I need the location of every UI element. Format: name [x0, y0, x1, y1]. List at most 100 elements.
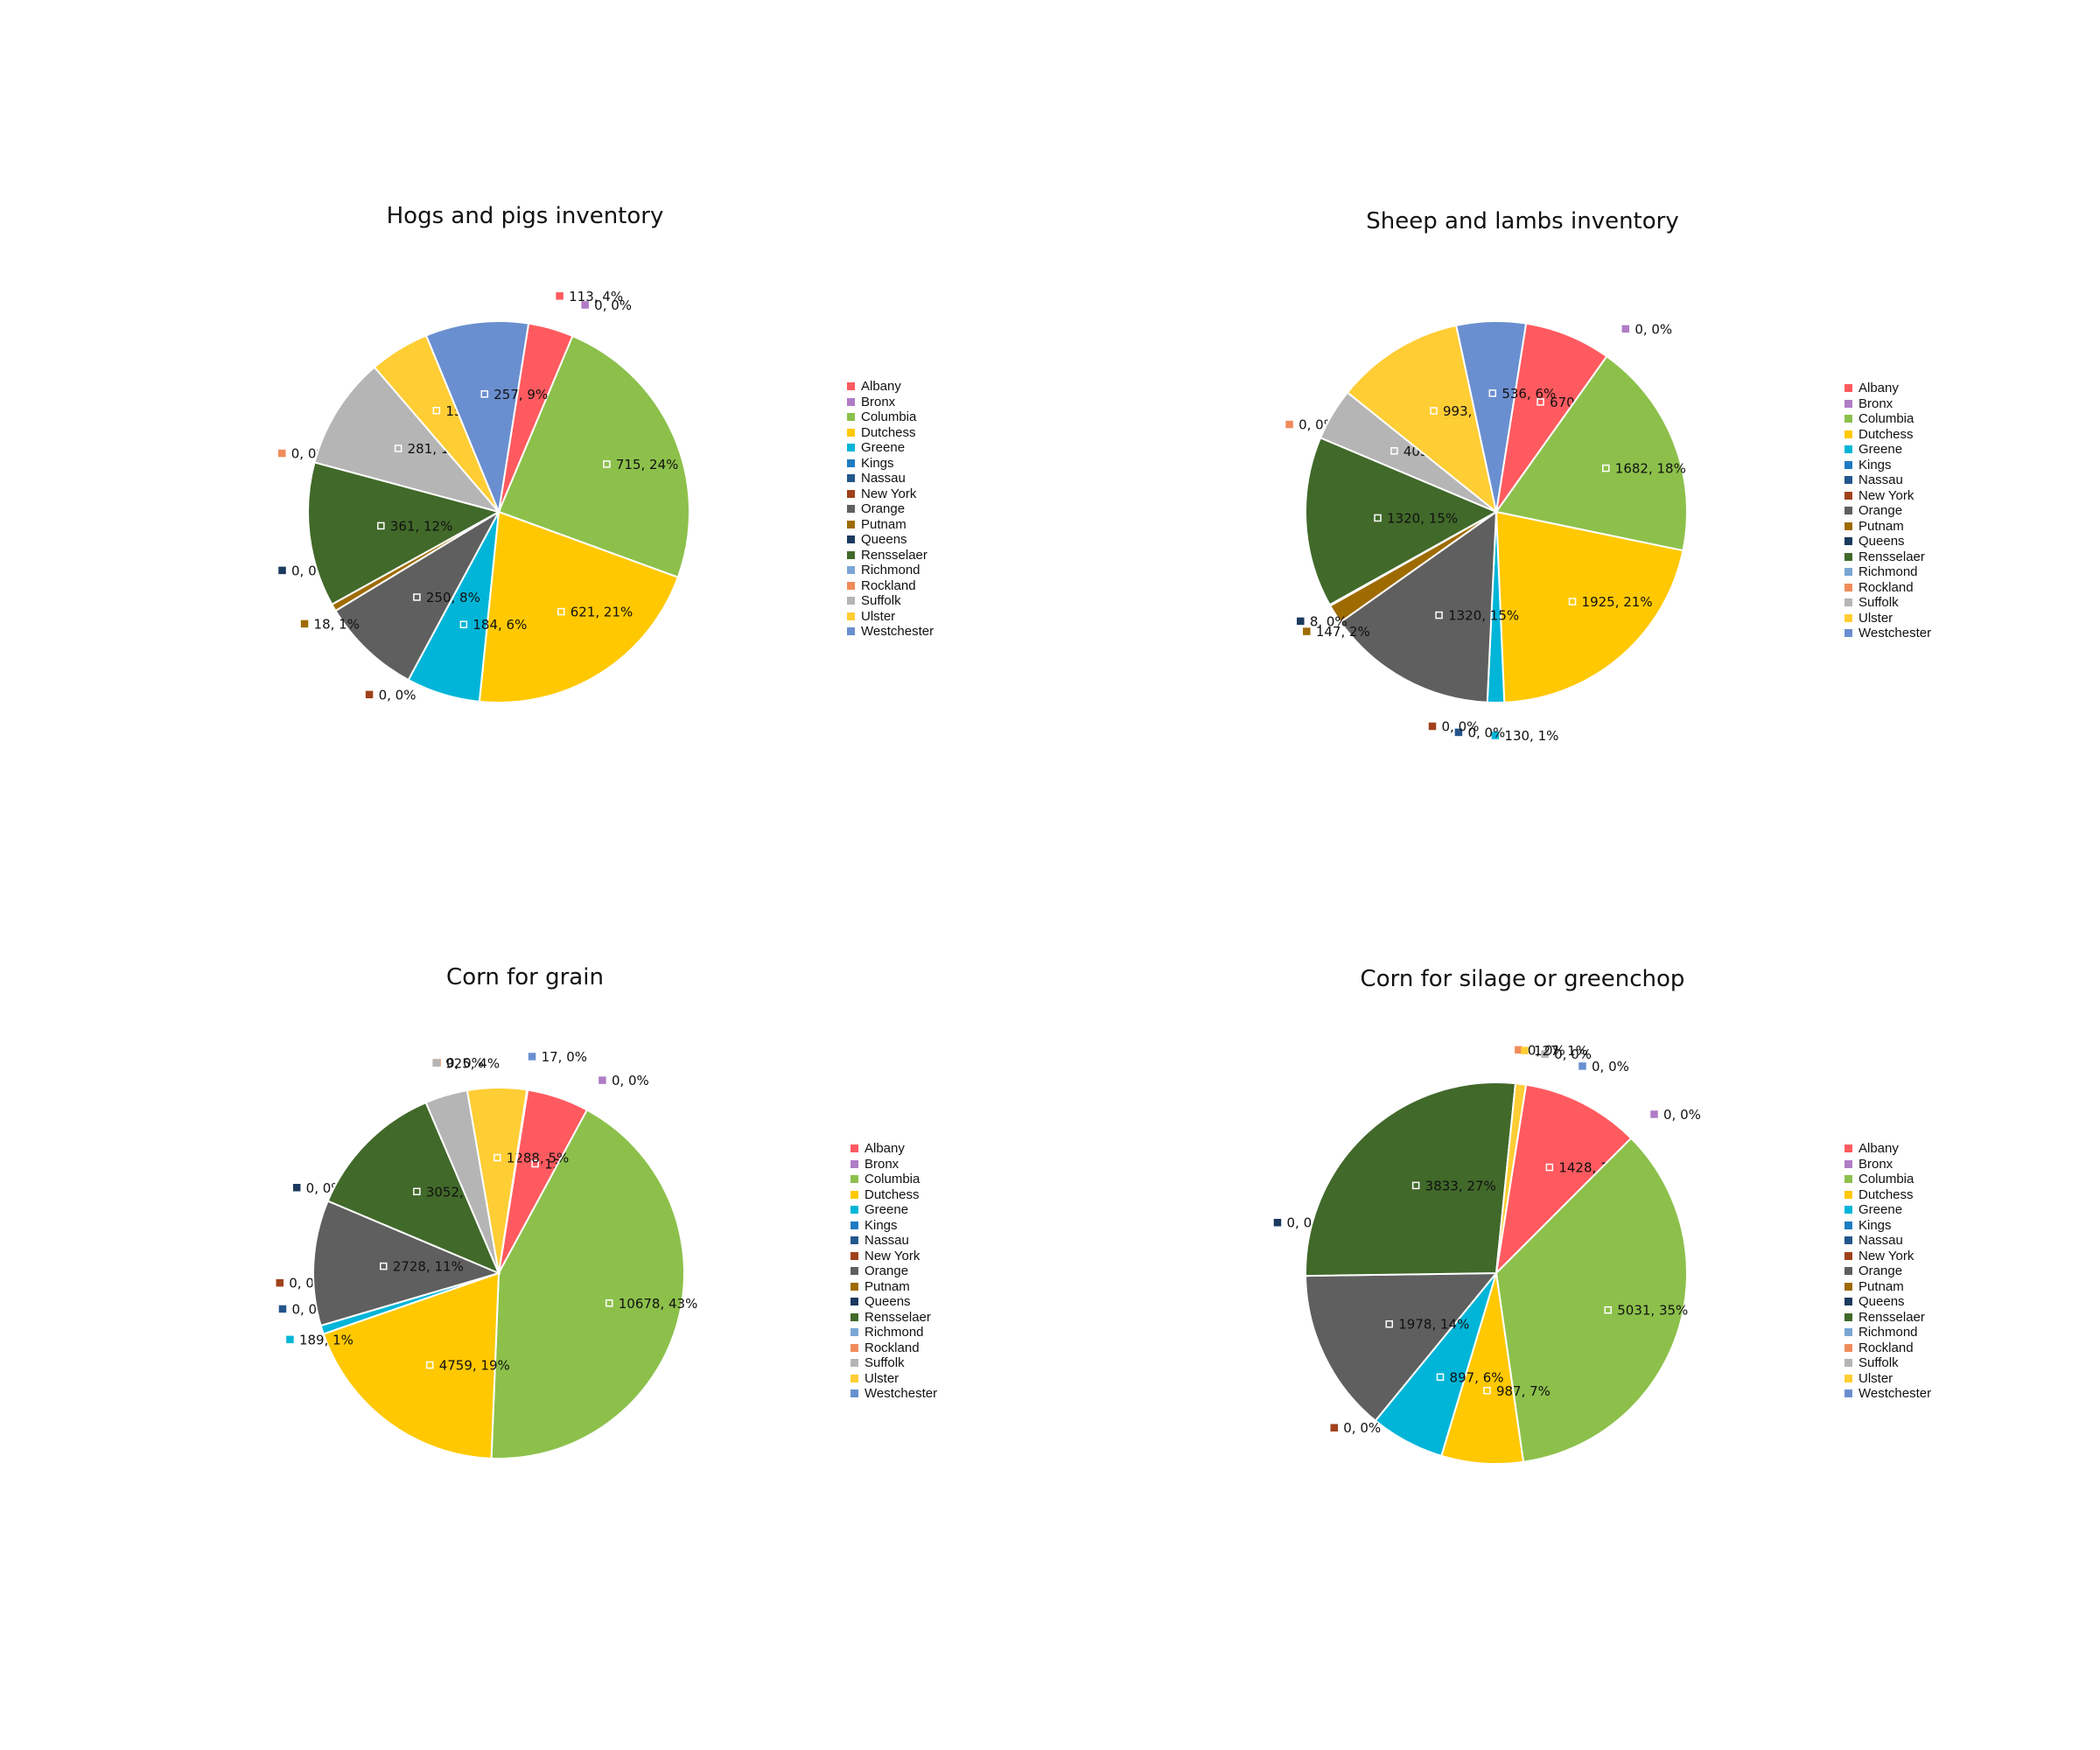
svg-text:127, 1%: 127, 1% [1534, 1043, 1588, 1059]
legend-swatch [1844, 1374, 1852, 1382]
legend-swatch [1844, 460, 1852, 469]
data-label: 250, 8% [413, 590, 480, 606]
svg-text:1320, 15%: 1320, 15% [1448, 608, 1519, 624]
legend-label: Suffolk [861, 593, 901, 608]
data-label: 621, 21% [557, 605, 634, 620]
chart-sheep-lambs: Sheep and lambs inventory 670, 7%0, 0%16… [998, 0, 2048, 875]
legend-label: Ulster [1858, 1370, 1894, 1386]
legend-item: Putnam [1844, 1279, 1931, 1295]
data-label: 0, 0% [1578, 1059, 1629, 1074]
svg-text:184, 6%: 184, 6% [472, 617, 527, 633]
legend-label: Kings [1858, 457, 1892, 472]
legend-swatch [1844, 1175, 1852, 1184]
legend-label: Ulster [864, 1370, 900, 1386]
legend-label: Greene [864, 1202, 909, 1217]
pie-slice-suffolk [313, 366, 501, 514]
chart-title: Hogs and pigs inventory [386, 203, 664, 229]
legend-item: Dutchess [1844, 1187, 1931, 1203]
legend-item: Nassau [1844, 1233, 1931, 1249]
legend-item: Westchester [1844, 1386, 1931, 1402]
legend-swatch [1844, 1251, 1852, 1260]
svg-text:536, 6%: 536, 6% [1502, 386, 1556, 402]
svg-text:621, 21%: 621, 21% [570, 605, 634, 620]
legend-swatch [847, 612, 855, 620]
data-label: 0, 0% [1428, 719, 1479, 735]
legend-item: Orange [1844, 503, 1931, 519]
data-label: 189, 1% [286, 1332, 354, 1348]
legend-swatch [1844, 445, 1852, 454]
legend-label: Rockland [1858, 579, 1914, 595]
svg-text:0, 0%: 0, 0% [1554, 1046, 1592, 1062]
legend: Albany Bronx Columbia Dutchess Greene Kings Na… [1844, 1141, 1931, 1402]
legend-swatch [847, 428, 855, 437]
data-label: 1925, 21% [1568, 594, 1653, 610]
legend-item: Richmond [850, 1325, 937, 1340]
legend-item: Greene [850, 1202, 937, 1218]
data-label: 5031, 35% [1604, 1303, 1688, 1319]
legend-swatch [1844, 1282, 1852, 1291]
chart-title: Corn for grain [446, 964, 604, 990]
svg-text:147, 2%: 147, 2% [1316, 624, 1370, 640]
data-label: 1682, 18% [1602, 461, 1686, 477]
legend-swatch [847, 520, 855, 528]
data-label: 127, 1% [1521, 1043, 1588, 1059]
legend-label: Richmond [1858, 564, 1918, 579]
legend-swatch [1844, 522, 1852, 530]
pie-slice-orange [312, 1200, 501, 1327]
legend-item: Greene [847, 440, 934, 456]
legend-label: Richmond [861, 563, 920, 578]
data-label: 147, 2% [1303, 624, 1370, 640]
pie-slice-albany [1494, 1083, 1633, 1276]
pie-plot: 670, 7%0, 0%1682, 18%1925, 21%130, 1%0, … [1285, 320, 1688, 744]
legend-item: Ulster [850, 1371, 937, 1387]
legend-label: Queens [1858, 534, 1905, 549]
legend-item: Suffolk [1844, 1355, 1931, 1371]
legend-swatch [1844, 629, 1852, 638]
legend-label: Rensselaer [864, 1309, 931, 1325]
legend-item: New York [1844, 1249, 1931, 1264]
legend-item: Ulster [1844, 611, 1931, 626]
svg-text:1320, 15%: 1320, 15% [1387, 510, 1458, 526]
legend-label: Albany [864, 1141, 905, 1156]
legend-item: Kings [1844, 458, 1931, 473]
legend-item: Rensselaer [847, 548, 934, 564]
svg-text:130, 1%: 130, 1% [1504, 728, 1558, 744]
legend-item: Nassau [1844, 472, 1931, 488]
legend-swatch [847, 474, 855, 483]
legend-item: Albany [850, 1141, 937, 1157]
data-label: 715, 24% [603, 457, 678, 472]
legend-swatch [847, 597, 855, 606]
legend-swatch [1844, 507, 1852, 515]
legend-label: Columbia [1858, 411, 1914, 426]
legend-swatch [847, 489, 855, 498]
data-label: 897, 6% [1436, 1369, 1504, 1385]
svg-text:2728, 11%: 2728, 11% [393, 1259, 464, 1275]
legend-item: Orange [847, 501, 934, 517]
legend-item: New York [850, 1249, 937, 1264]
pie-slice-ulster [1346, 324, 1498, 514]
chart-title: Sheep and lambs inventory [1366, 208, 1679, 234]
svg-text:1682, 18%: 1682, 18% [1615, 461, 1686, 477]
legend-label: Suffolk [1858, 1355, 1899, 1370]
legend-swatch [1844, 537, 1852, 546]
pie-slice-rensselaer [1305, 437, 1499, 606]
legend-item: Richmond [847, 563, 934, 578]
legend-swatch [850, 1190, 858, 1199]
legend-item: Putnam [850, 1279, 937, 1295]
data-label: 0, 0% [1541, 1046, 1592, 1062]
pie-slice-westchester [498, 1088, 529, 1274]
legend-swatch [847, 458, 855, 467]
legend-label: New York [864, 1248, 920, 1264]
data-label: 0, 0% [1330, 1420, 1381, 1436]
legend-swatch [847, 413, 855, 422]
legend-swatch [847, 627, 855, 636]
svg-text:0, 0%: 0, 0% [1467, 724, 1505, 740]
legend-label: Queens [861, 532, 907, 547]
legend-label: Bronx [861, 394, 896, 410]
pie-plot: 113, 4%0, 0%715, 24%621, 21%184, 6%0, 0%… [278, 289, 690, 704]
svg-text:0, 0%: 0, 0% [379, 687, 416, 703]
legend-label: Bronx [864, 1156, 900, 1172]
pie-slice-columbia [490, 1109, 685, 1460]
legend-label: Westchester [1858, 626, 1932, 640]
legend-label: Albany [1858, 381, 1899, 396]
